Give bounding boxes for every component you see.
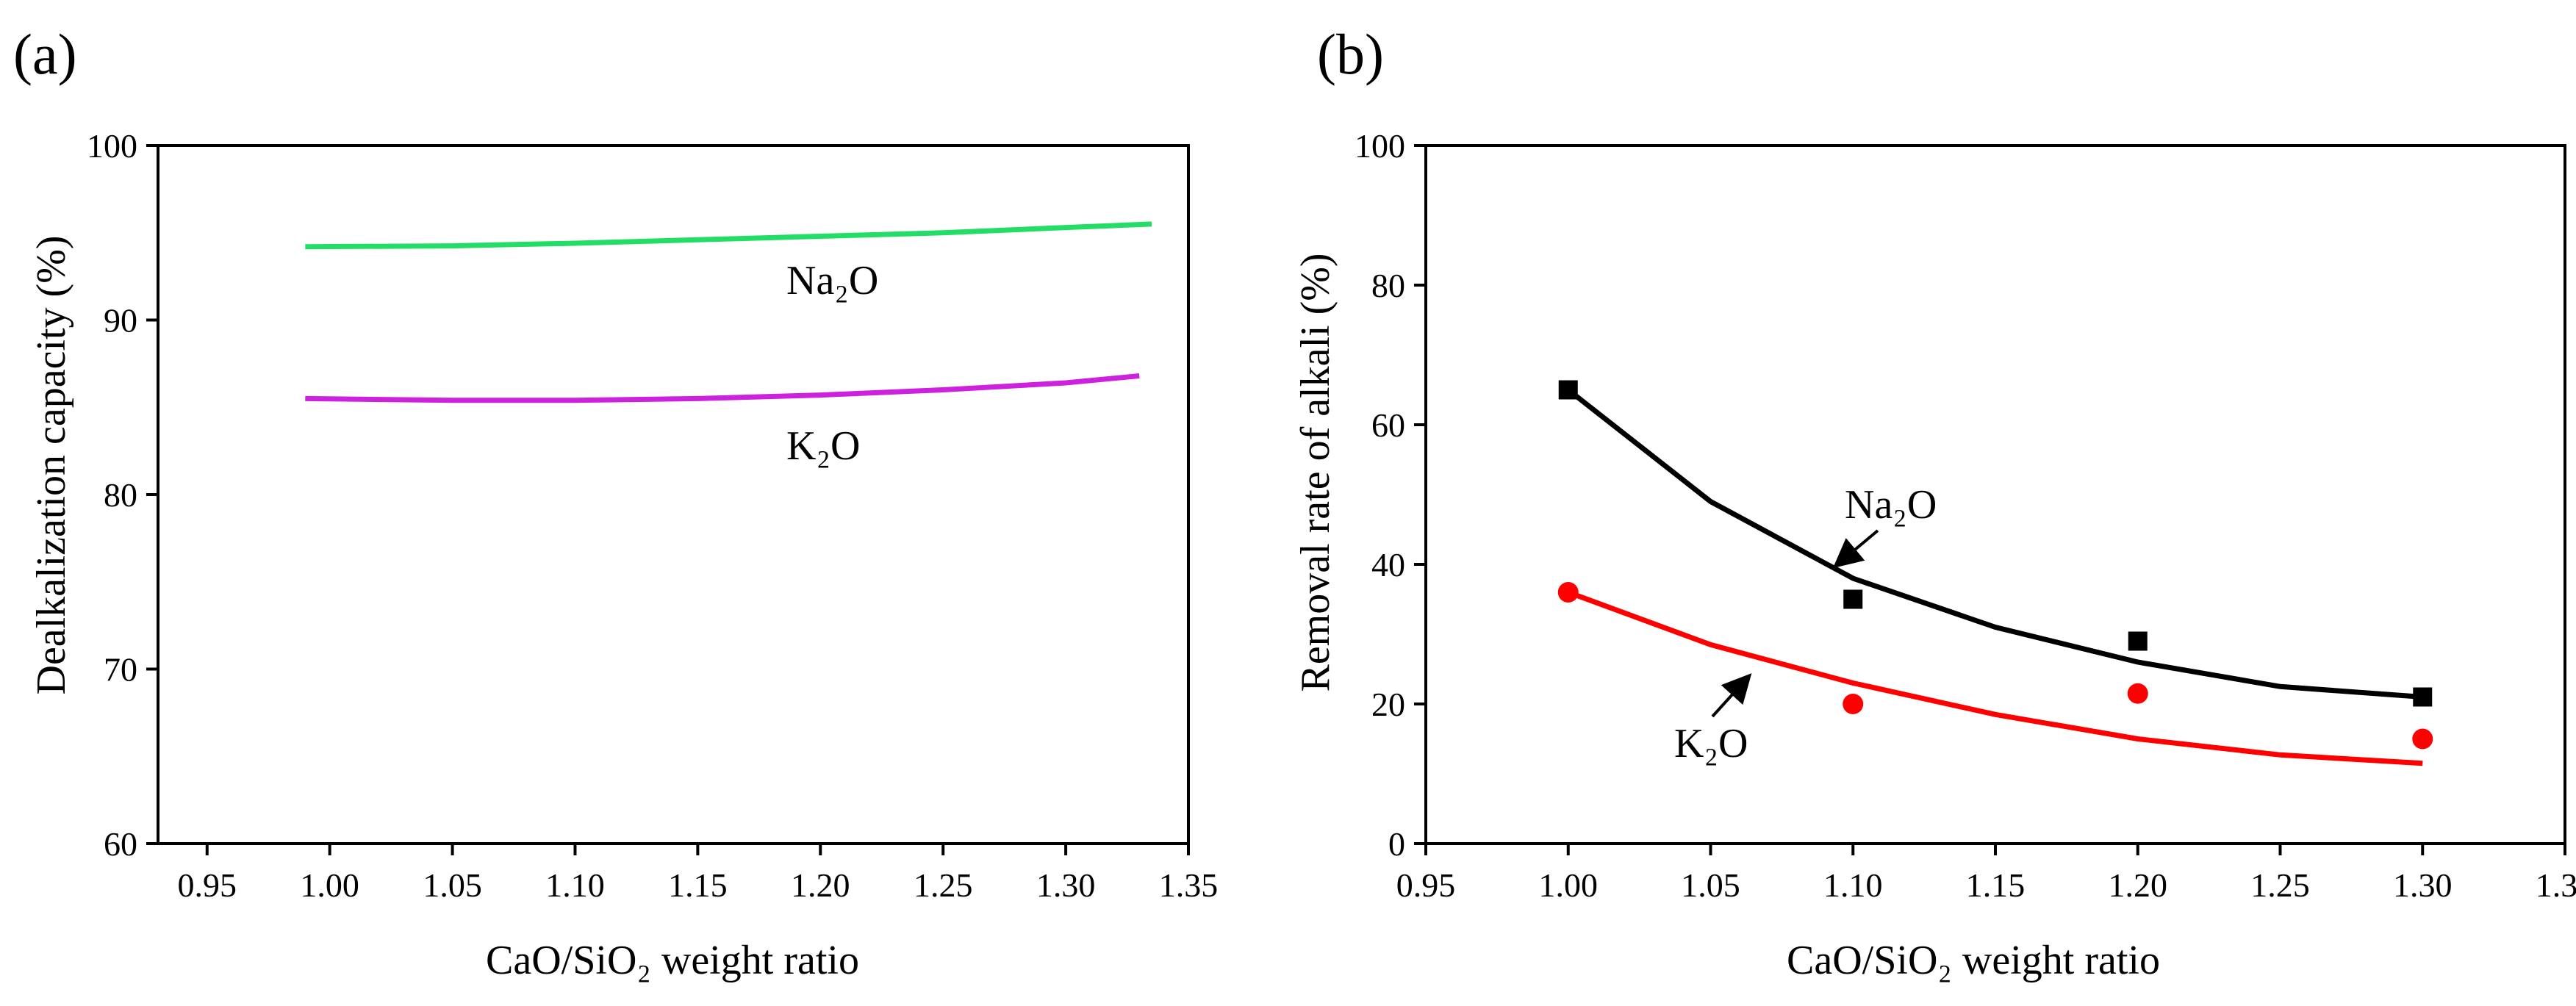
panel-b-na2o-arrow (1832, 529, 1879, 569)
panel-b-x-tick-label: 1.15 (1966, 866, 2026, 904)
panel-b-point-ko (1557, 582, 1579, 603)
panel-a-x-tick-label: 1.20 (791, 866, 850, 904)
panel-a-na2o-label: Na₂O (786, 258, 878, 303)
panel-a-y-tick-label: 70 (104, 651, 137, 689)
panel-b-na2o-label: Na₂O (1845, 482, 1937, 528)
panel-b-point-ko (2412, 728, 2433, 750)
panel-a-x-tick-label: 1.15 (668, 866, 728, 904)
panel-b-x-tick-label: 1.30 (2393, 866, 2453, 904)
panel-b-k2o-annotation: K₂O (1674, 673, 1752, 766)
panel-a-y-tick-label: 100 (87, 127, 137, 165)
panel-a-label: (a) (13, 22, 77, 86)
panel-b-x-tick-label: 1.20 (2109, 866, 2168, 904)
panel-b-y-tick-label: 0 (1388, 825, 1405, 863)
panel-a-x-axis-title: CaO/SiO₂ weight ratio (486, 938, 859, 983)
panel-b-point-nao (1558, 380, 1578, 400)
panel-b-x-tick-label: 1.00 (1539, 866, 1599, 904)
panel-a-axes: 0.95 1.00 1.05 1.10 1.15 1.20 1.25 1.30 1.35 60 70… (87, 127, 1218, 904)
panel-b-x-tick-label: 1.10 (1823, 866, 1883, 904)
panel-b-k2o-label: K₂O (1674, 721, 1748, 766)
panel-a-series (305, 221, 1152, 403)
panel-b-y-tick-label: 20 (1371, 686, 1405, 723)
panel-a-y-tick-label: 80 (104, 476, 137, 514)
panel-b-point-ko (1843, 694, 1864, 714)
panel-b-x-tick-label: 1.35 (2536, 866, 2576, 904)
panel-b-y-tick-label: 100 (1355, 127, 1405, 165)
panel-b-x-tick-label: 1.05 (1681, 866, 1740, 904)
panel-a-line-nao (305, 221, 1152, 250)
panel-b: (b) 0.95 1.00 1.05 1.10 1.15 1.20 1.25 1.30 1.35… (1293, 22, 2576, 983)
panel-a-y-tick-label: 60 (104, 825, 137, 863)
panel-a-x-tick-label: 1.25 (914, 866, 973, 904)
panel-a-x-tick-label: 1.00 (300, 866, 359, 904)
panel-b-plot-frame (1424, 144, 2566, 845)
panel-a-x-tick-label: 1.30 (1036, 866, 1096, 904)
panel-a-y-tick-label: 90 (104, 302, 137, 339)
panel-a: (a) 0.95 1.00 1.05 1.10 1.15 1.20 1.25 1.30 1.35… (13, 22, 1218, 983)
panel-b-y-tick-label: 60 (1371, 406, 1405, 444)
panel-b-y-axis-title: Removal rate of alkali (%) (1293, 253, 1338, 691)
panel-a-line-ko (305, 373, 1140, 403)
panel-b-x-tick-label: 0.95 (1396, 866, 1456, 904)
panel-b-y-tick-label: 40 (1371, 546, 1405, 583)
panel-a-k2o-label: K₂O (786, 423, 860, 469)
panel-a-x-tick-label: 1.10 (545, 866, 605, 904)
panel-b-point-nao (1843, 589, 1863, 609)
panel-b-axes: 0.95 1.00 1.05 1.10 1.15 1.20 1.25 1.30 1.35 0 20 4… (1355, 127, 2576, 904)
panel-a-y-axis-title: Dealkalization capacity (%) (29, 236, 74, 695)
panel-b-x-tick-label: 1.25 (2250, 866, 2310, 904)
panel-b-point-nao (2128, 631, 2148, 651)
panel-b-fit-nao (1566, 387, 2423, 700)
panel-b-point-ko (2127, 683, 2148, 704)
panel-b-label: (b) (1317, 22, 1384, 86)
panel-b-na2o-annotation: Na₂O (1832, 482, 1937, 569)
panel-a-plot-frame (157, 144, 1190, 845)
panel-b-fit-ko (1567, 589, 2423, 766)
panel-b-k2o-arrow (1711, 673, 1752, 718)
panel-a-x-tick-label: 1.35 (1159, 866, 1219, 904)
panel-b-series (1557, 380, 2433, 766)
panel-a-x-tick-label: 1.05 (423, 866, 482, 904)
panel-b-y-tick-label: 80 (1371, 267, 1405, 304)
panel-a-x-tick-label: 0.95 (178, 866, 237, 904)
panel-b-x-axis-title: CaO/SiO₂ weight ratio (1787, 938, 2160, 983)
panel-b-point-nao (2413, 687, 2433, 707)
